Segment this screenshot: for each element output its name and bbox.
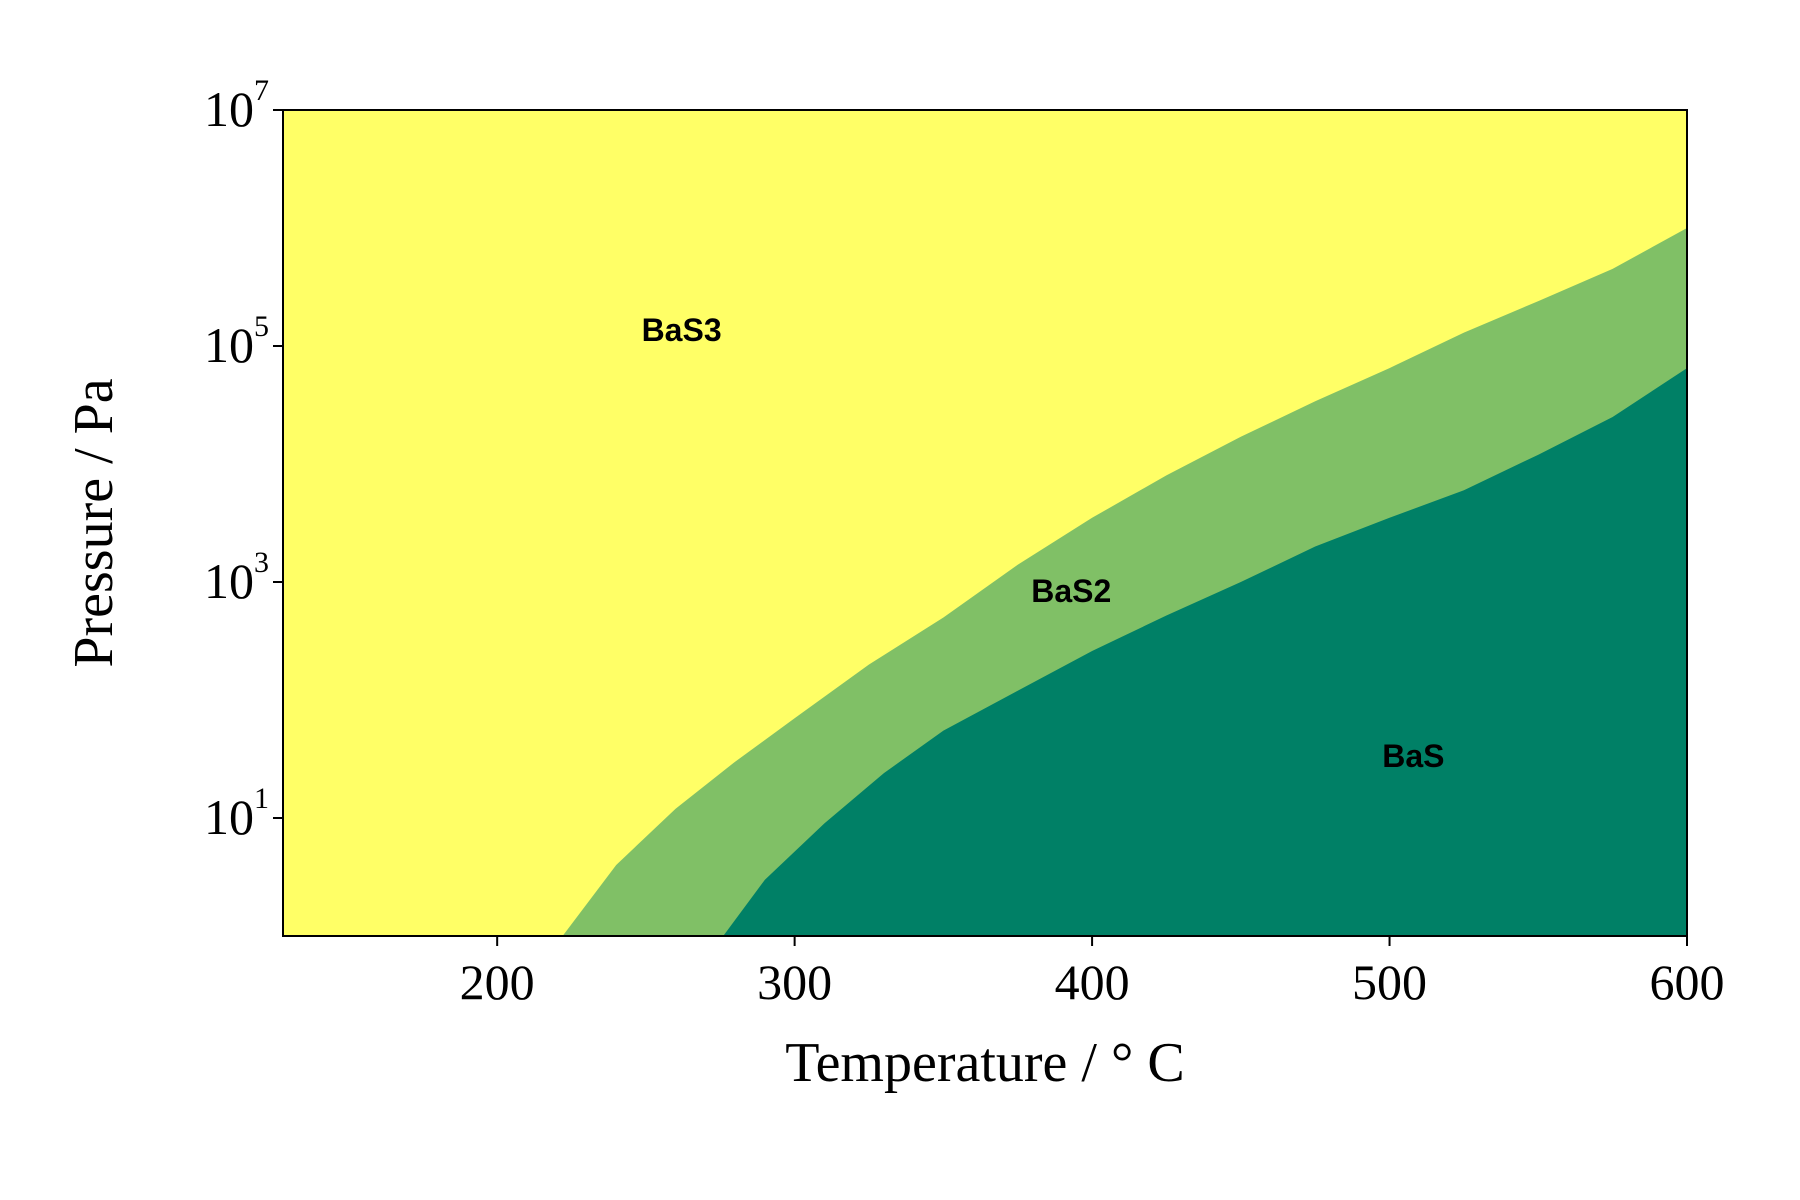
x-tick-label: 300 (757, 954, 832, 1010)
region-bas (723, 368, 1687, 936)
y-tick-label: 101 (204, 782, 269, 845)
x-tick-label: 600 (1650, 954, 1725, 1010)
x-axis-title: Temperature / ° C (785, 1032, 1184, 1094)
y-tick-label: 105 (204, 310, 269, 373)
y-tick-label: 103 (204, 546, 269, 609)
axes-frame (282, 109, 1688, 937)
x-tick-label: 400 (1055, 954, 1130, 1010)
x-axis-ticks: 200 300 400 500 600 (460, 936, 1725, 1010)
region-label-bas: BaS (1382, 738, 1444, 774)
plot-area (283, 110, 1687, 936)
region-label-bas3: BaS3 (642, 312, 722, 348)
y-tick-label: 107 (204, 74, 269, 137)
y-axis-ticks: 101 103 105 107 (204, 74, 283, 845)
x-tick-label: 500 (1352, 954, 1427, 1010)
y-axis-title: Pressure / Pa (63, 378, 125, 667)
x-tick-label: 200 (460, 954, 535, 1010)
region-labels: BaS3 BaS2 BaS (642, 312, 1445, 774)
region-label-bas2: BaS2 (1031, 573, 1111, 609)
axes-border (282, 109, 1688, 937)
